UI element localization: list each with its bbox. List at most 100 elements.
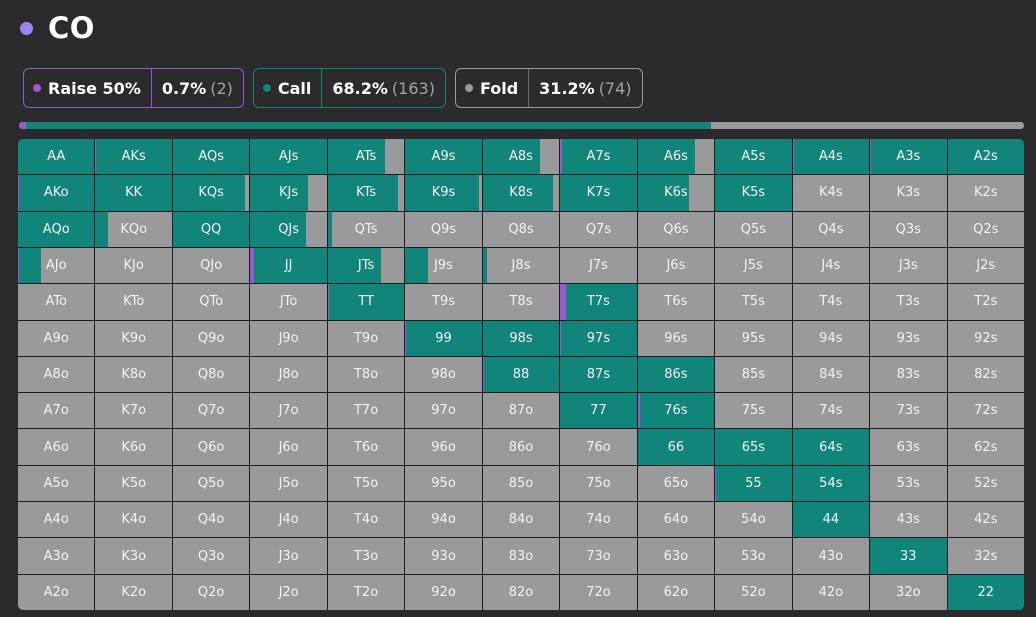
hand-cell-74s[interactable]: 74s [792, 393, 870, 429]
hand-cell-54s[interactable]: 54s [792, 465, 870, 502]
hand-cell-55[interactable]: 55 [715, 465, 792, 502]
hand-cell-76o[interactable]: 76o [560, 429, 637, 465]
hand-cell-a3o[interactable]: A3o [18, 538, 95, 574]
hand-cell-52s[interactable]: 52s [947, 465, 1024, 502]
hand-cell-j7o[interactable]: J7o [250, 393, 327, 429]
hand-cell-kjs[interactable]: KJs [250, 175, 327, 211]
hand-cell-86o[interactable]: 86o [482, 429, 560, 465]
hand-cell-qjo[interactable]: QJo [172, 247, 250, 284]
hand-cell-kqs[interactable]: KQs [172, 175, 250, 211]
hand-cell-t8o[interactable]: T8o [327, 356, 405, 393]
hand-cell-j3s[interactable]: J3s [870, 247, 947, 284]
hand-cell-33[interactable]: 33 [870, 538, 947, 574]
hand-cell-62o[interactable]: 62o [637, 574, 715, 610]
hand-cell-j8s[interactable]: J8s [482, 247, 560, 284]
hand-cell-j5o[interactable]: J5o [250, 465, 327, 502]
hand-cell-53o[interactable]: 53o [715, 538, 792, 574]
hand-cell-a6s[interactable]: A6s [637, 139, 715, 175]
hand-cell-kqo[interactable]: KQo [95, 211, 172, 247]
hand-cell-99[interactable]: 99 [405, 320, 482, 356]
hand-cell-t7s[interactable]: T7s [560, 284, 637, 320]
hand-cell-aqo[interactable]: AQo [18, 211, 95, 247]
hand-cell-92o[interactable]: 92o [405, 574, 482, 610]
hand-cell-t2o[interactable]: T2o [327, 574, 405, 610]
hand-cell-t8s[interactable]: T8s [482, 284, 560, 320]
hand-cell-93o[interactable]: 93o [405, 538, 482, 574]
hand-cell-qjs[interactable]: QJs [250, 211, 327, 247]
hand-cell-t4o[interactable]: T4o [327, 502, 405, 538]
hand-cell-82s[interactable]: 82s [947, 356, 1024, 393]
hand-cell-ato[interactable]: ATo [18, 284, 95, 320]
hand-cell-q5s[interactable]: Q5s [715, 211, 792, 247]
hand-cell-k5s[interactable]: K5s [715, 175, 792, 211]
hand-cell-qq[interactable]: QQ [172, 211, 250, 247]
hand-cell-73s[interactable]: 73s [870, 393, 947, 429]
hand-cell-t3s[interactable]: T3s [870, 284, 947, 320]
hand-cell-74o[interactable]: 74o [560, 502, 637, 538]
hand-cell-q3s[interactable]: Q3s [870, 211, 947, 247]
hand-cell-k9o[interactable]: K9o [95, 320, 172, 356]
hand-cell-kk[interactable]: KK [95, 175, 172, 211]
hand-cell-t3o[interactable]: T3o [327, 538, 405, 574]
hand-cell-q9s[interactable]: Q9s [405, 211, 482, 247]
hand-cell-a4o[interactable]: A4o [18, 502, 95, 538]
hand-cell-q8s[interactable]: Q8s [482, 211, 560, 247]
hand-cell-q7s[interactable]: Q7s [560, 211, 637, 247]
hand-cell-t2s[interactable]: T2s [947, 284, 1024, 320]
hand-cell-qto[interactable]: QTo [172, 284, 250, 320]
legend-raise[interactable]: Raise 50% 0.7% (2) [23, 68, 244, 108]
hand-cell-98o[interactable]: 98o [405, 356, 482, 393]
hand-cell-32o[interactable]: 32o [870, 574, 947, 610]
hand-cell-84o[interactable]: 84o [482, 502, 560, 538]
hand-cell-k9s[interactable]: K9s [405, 175, 482, 211]
hand-cell-32s[interactable]: 32s [947, 538, 1024, 574]
hand-cell-t6s[interactable]: T6s [637, 284, 715, 320]
hand-cell-53s[interactable]: 53s [870, 465, 947, 502]
hand-cell-q2s[interactable]: Q2s [947, 211, 1024, 247]
hand-cell-k7s[interactable]: K7s [560, 175, 637, 211]
hand-cell-98s[interactable]: 98s [482, 320, 560, 356]
hand-cell-87s[interactable]: 87s [560, 356, 637, 393]
hand-cell-kts[interactable]: KTs [327, 175, 405, 211]
hand-cell-88[interactable]: 88 [482, 356, 560, 393]
hand-cell-84s[interactable]: 84s [792, 356, 870, 393]
hand-cell-k3s[interactable]: K3s [870, 175, 947, 211]
hand-cell-t4s[interactable]: T4s [792, 284, 870, 320]
hand-cell-k5o[interactable]: K5o [95, 465, 172, 502]
hand-cell-j2s[interactable]: J2s [947, 247, 1024, 284]
hand-cell-j4o[interactable]: J4o [250, 502, 327, 538]
hand-cell-ako[interactable]: AKo [18, 175, 95, 211]
hand-cell-a7s[interactable]: A7s [560, 139, 637, 175]
hand-cell-jto[interactable]: JTo [250, 284, 327, 320]
hand-cell-96s[interactable]: 96s [637, 320, 715, 356]
hand-cell-ats[interactable]: ATs [327, 139, 405, 175]
hand-cell-42s[interactable]: 42s [947, 502, 1024, 538]
hand-cell-j9s[interactable]: J9s [405, 247, 482, 284]
hand-cell-q5o[interactable]: Q5o [172, 465, 250, 502]
hand-cell-q2o[interactable]: Q2o [172, 574, 250, 610]
hand-cell-j2o[interactable]: J2o [250, 574, 327, 610]
hand-cell-aa[interactable]: AA [18, 139, 95, 175]
hand-cell-t7o[interactable]: T7o [327, 393, 405, 429]
hand-cell-83s[interactable]: 83s [870, 356, 947, 393]
hand-cell-j5s[interactable]: J5s [715, 247, 792, 284]
hand-cell-64o[interactable]: 64o [637, 502, 715, 538]
hand-cell-a2s[interactable]: A2s [947, 139, 1024, 175]
hand-cell-k7o[interactable]: K7o [95, 393, 172, 429]
hand-cell-q3o[interactable]: Q3o [172, 538, 250, 574]
hand-cell-j4s[interactable]: J4s [792, 247, 870, 284]
hand-cell-52o[interactable]: 52o [715, 574, 792, 610]
hand-cell-a8o[interactable]: A8o [18, 356, 95, 393]
hand-cell-q8o[interactable]: Q8o [172, 356, 250, 393]
hand-cell-97o[interactable]: 97o [405, 393, 482, 429]
hand-cell-76s[interactable]: 76s [637, 393, 715, 429]
hand-cell-t5o[interactable]: T5o [327, 465, 405, 502]
hand-cell-q7o[interactable]: Q7o [172, 393, 250, 429]
hand-cell-64s[interactable]: 64s [792, 429, 870, 465]
hand-cell-43s[interactable]: 43s [870, 502, 947, 538]
hand-cell-66[interactable]: 66 [637, 429, 715, 465]
hand-cell-77[interactable]: 77 [560, 393, 637, 429]
hand-cell-95o[interactable]: 95o [405, 465, 482, 502]
hand-cell-jj[interactable]: JJ [250, 247, 327, 284]
hand-cell-k8o[interactable]: K8o [95, 356, 172, 393]
